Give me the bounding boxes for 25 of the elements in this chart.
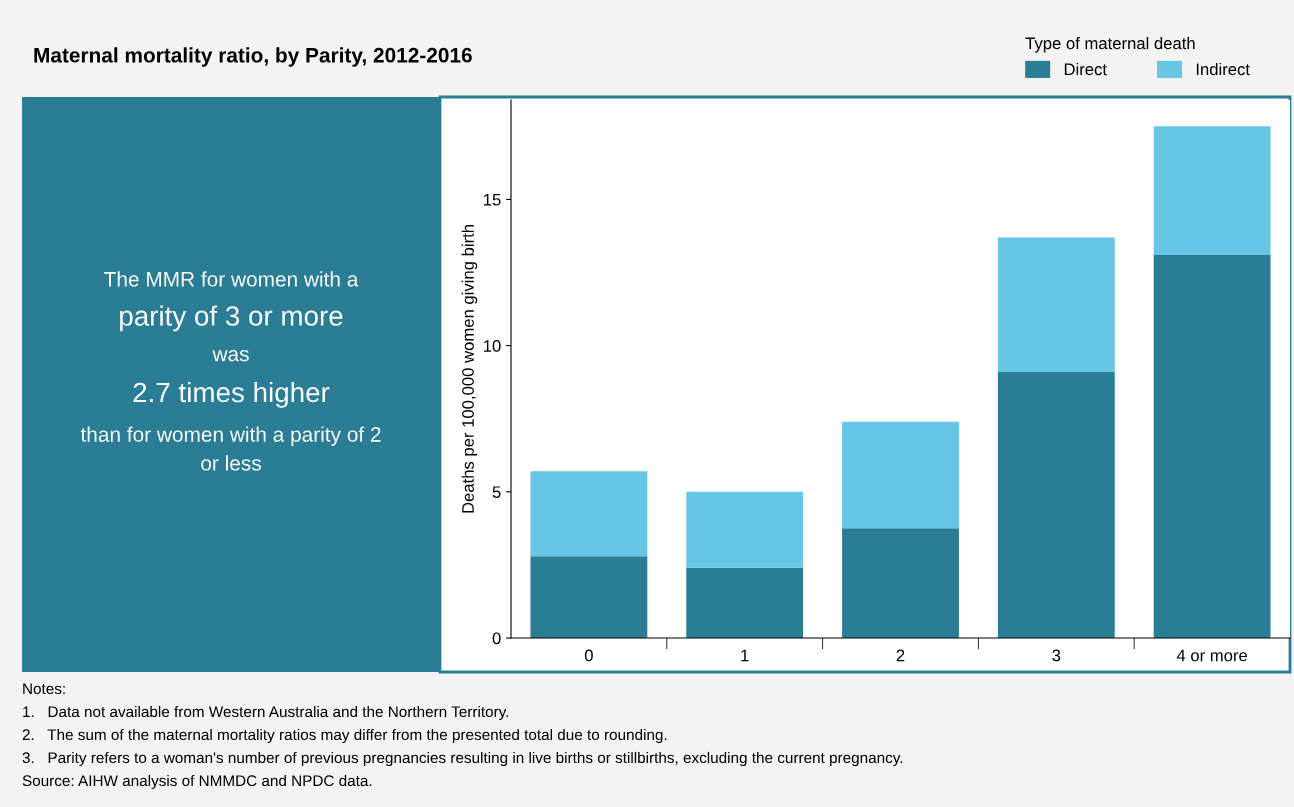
legend-title: Type of maternal death <box>1025 37 1195 53</box>
text: Notes: <box>23 683 65 695</box>
legend-label: Direct <box>1064 62 1107 76</box>
source-note: Source: AIHW analysis of NMMDC and NPDC data. <box>22 774 372 790</box>
text: 3. Parity refers to a woman's number of previous pregnancies resulting in live births or stillbirths, excluding the current pregnancy. <box>22 751 903 767</box>
y-axis-title: Deaths per 100,000 women giving birth <box>461 225 478 513</box>
y-tick-label: 10 <box>484 340 501 352</box>
text: 2. The sum of the maternal mortality ratios may differ from the presented total due to rounding. <box>22 728 667 744</box>
text: 2.7 times higher <box>133 381 330 408</box>
text: 1. Data not available from Western Australia and the Northern Territory. <box>23 705 509 721</box>
text: The MMR for women with a <box>104 271 359 287</box>
y-tick-label: 15 <box>484 193 501 206</box>
x-tick-label: 1 <box>741 649 749 662</box>
x-tick-label: 0 <box>584 649 593 662</box>
x-tick-label: 2 <box>896 649 905 662</box>
text: than for women with a parity of 2 <box>80 426 381 446</box>
text: or less <box>201 455 261 471</box>
x-tick-label: 3 <box>1052 649 1061 662</box>
legend-label: Indirect <box>1196 62 1250 76</box>
y-tick-label: 0 <box>492 632 501 645</box>
text: Maternal mortality ratio, by Parity, 2012-2016 <box>34 47 472 67</box>
y-tick-label: 5 <box>492 486 501 499</box>
text: was <box>212 349 249 362</box>
text: parity of 3 or more <box>120 305 343 332</box>
x-tick-label: 4 or more <box>1176 649 1248 662</box>
